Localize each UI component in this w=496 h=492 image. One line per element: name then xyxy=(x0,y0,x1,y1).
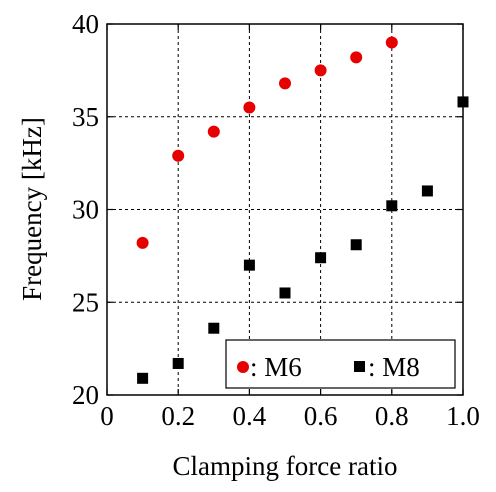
data-point-m8 xyxy=(172,357,184,369)
data-point-m6 xyxy=(243,101,256,114)
y-axis-label: Frequency [kHz] xyxy=(17,117,47,301)
data-point-m6 xyxy=(350,51,363,64)
x-tick-label: 0.4 xyxy=(233,401,267,431)
axis-tick-labels: 0 0.2 0.4 0.6 0.8 1.0 20 25 30 35 40 xyxy=(72,9,480,431)
legend-label-m6: : M6 xyxy=(250,352,302,382)
y-tick-label: 20 xyxy=(72,380,99,410)
y-tick-label: 40 xyxy=(72,9,99,39)
grid-lines xyxy=(107,24,463,395)
x-axis-label: Clamping force ratio xyxy=(173,451,398,481)
x-tick-label: 0.6 xyxy=(304,401,338,431)
axis-ticks xyxy=(106,23,464,396)
data-point-m8 xyxy=(457,96,469,108)
data-point-m6 xyxy=(207,125,220,138)
y-tick-label: 35 xyxy=(72,102,99,132)
data-point-m8 xyxy=(243,259,255,271)
data-point-m6 xyxy=(136,236,149,249)
x-tick-label: 0 xyxy=(100,401,114,431)
data-point-m8 xyxy=(386,200,398,212)
data-point-m6 xyxy=(385,36,398,49)
legend-marker-m8 xyxy=(354,361,365,372)
data-point-m6 xyxy=(172,149,185,162)
data-point-m8 xyxy=(137,372,149,384)
data-point-m8 xyxy=(315,252,327,264)
data-point-m6 xyxy=(279,77,291,90)
legend-marker-m6 xyxy=(237,361,249,373)
data-points xyxy=(136,36,469,384)
data-point-m6 xyxy=(314,64,327,77)
legend: : M6 : M8 xyxy=(225,339,456,389)
data-point-m8 xyxy=(350,239,362,251)
legend-label-m8: : M8 xyxy=(368,352,420,382)
legend-box xyxy=(225,339,456,389)
y-tick-label: 25 xyxy=(72,287,99,317)
x-tick-label: 0.2 xyxy=(161,401,195,431)
data-point-m8 xyxy=(208,322,220,334)
data-point-m8 xyxy=(279,287,291,299)
y-tick-label: 30 xyxy=(72,195,99,225)
x-tick-label: 1.0 xyxy=(446,401,480,431)
x-tick-label: 0.8 xyxy=(375,401,409,431)
data-point-m8 xyxy=(421,185,433,197)
